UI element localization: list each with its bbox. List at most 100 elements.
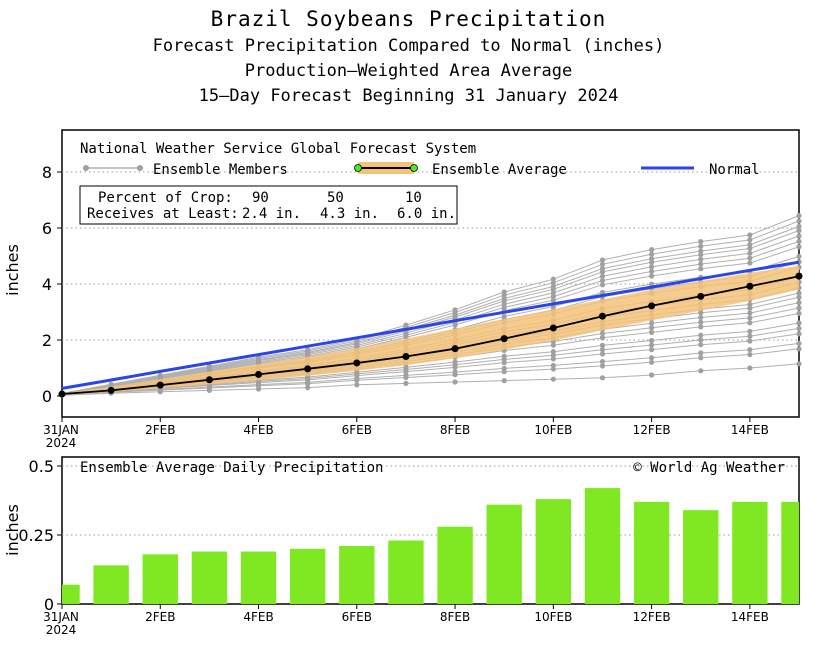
daily-x-tick-label: 10FEB: [534, 610, 572, 624]
ensemble-member-point: [403, 380, 409, 386]
ensemble-member-point: [305, 350, 311, 357]
legend-members-label: Ensemble Members: [153, 162, 288, 178]
ensemble-member-point: [649, 342, 655, 348]
ensemble-member-point: [747, 333, 753, 339]
ensemble-member-point: [747, 232, 753, 238]
ensemble-member-point: [796, 325, 802, 332]
cumulative-y-ticks: 0 2 4 6 8: [42, 163, 62, 406]
ensemble-member-point: [501, 298, 507, 304]
daily-precip-bar: [732, 501, 768, 604]
daily-precip-bar: [93, 565, 129, 604]
ensemble-member-point: [747, 328, 753, 334]
daily-precip-bar: [584, 488, 621, 604]
ensemble-member-point: [698, 368, 704, 374]
ensemble-member-point: [649, 273, 655, 279]
chart-subtitle-2: Production—Weighted Area Average: [244, 61, 573, 81]
daily-y-ticks: 0 0.25 0.5: [18, 457, 62, 614]
cumulative-x-ticks: 31JAN 2FEB 4FEB 6FEB 8FEB 10FEB 12FEB 14FEB 2024: [43, 417, 769, 450]
ensemble-member-line: [61, 327, 800, 396]
ensemble-member-point: [796, 290, 802, 296]
ensemble-average-point: [795, 272, 803, 280]
ensemble-member-point: [698, 261, 704, 267]
ensemble-member-point: [698, 310, 704, 316]
daily-precip-bar: [142, 554, 178, 604]
ensemble-member-point: [403, 372, 409, 378]
ensemble-member-point: [698, 342, 704, 348]
daily-gridlines: [62, 465, 799, 536]
daily-precip-bar: [62, 584, 80, 604]
ensemble-member-point: [796, 300, 802, 306]
ensemble-member-point: [796, 238, 802, 245]
ensemble-member-point: [698, 319, 704, 325]
ensemble-member-point: [550, 297, 556, 303]
cumulative-x-tick-label: 14FEB: [731, 423, 769, 437]
legend-ensemble-members: Ensemble Members: [83, 162, 288, 178]
ensemble-band: [62, 265, 799, 395]
ensemble-member-point: [501, 313, 507, 319]
cumulative-x-tick-label: 4FEB: [243, 423, 273, 437]
ensemble-member-point: [550, 362, 556, 369]
legend-members-dot: [137, 165, 143, 171]
ensemble-member-point: [796, 223, 802, 230]
ensemble-member-point: [747, 305, 753, 311]
daily-y-tick-label: 0.25: [18, 526, 54, 545]
cumulative-y-tick-label: 2: [42, 331, 52, 350]
crop-table-percent-90: 90: [252, 190, 269, 206]
ensemble-average-point: [451, 345, 459, 353]
copyright-notice: © World Ag Weather: [633, 460, 785, 476]
cumulative-x-tick-label: 8FEB: [440, 423, 470, 437]
ensemble-member-point: [403, 364, 409, 370]
normal-line-group: [61, 260, 800, 390]
ensemble-member-point: [599, 375, 606, 381]
daily-x-tick-label: 2FEB: [145, 610, 175, 624]
cumulative-x-tick-label: 10FEB: [534, 423, 572, 437]
ensemble-average-point: [500, 335, 508, 343]
ensemble-member-point: [599, 363, 606, 369]
ensemble-average-line: [61, 275, 800, 395]
cumulative-y-tick-label: 0: [42, 387, 52, 406]
ensemble-member-point: [698, 350, 704, 356]
ensemble-member-point: [796, 218, 802, 224]
ensemble-average-point: [648, 302, 656, 310]
ensemble-member-point: [599, 342, 606, 348]
ensemble-member-point: [550, 352, 556, 358]
ensemble-member-point: [649, 259, 655, 265]
crop-table-row1-label: Percent of Crop:: [98, 190, 233, 206]
ensemble-member-point: [747, 347, 753, 353]
ensemble-member-point: [305, 385, 311, 391]
chart-title: Brazil Soybeans Precipitation: [210, 7, 607, 31]
daily-x-tick-label: 14FEB: [731, 610, 769, 624]
ensemble-average-group: [58, 272, 803, 398]
ensemble-average-band: [62, 265, 799, 395]
ensemble-member-point: [550, 356, 556, 362]
legend-normal: Normal: [641, 162, 760, 178]
cumulative-y-tick-label: 4: [42, 275, 52, 294]
ensemble-member-point: [599, 261, 606, 267]
daily-precip-bar: [486, 504, 522, 604]
ensemble-member-point: [649, 320, 655, 326]
ensemble-member-point: [599, 282, 606, 288]
daily-precip-bar: [388, 540, 424, 604]
ensemble-member-point: [599, 269, 606, 275]
daily-precip-bar: [191, 551, 228, 604]
ensemble-member-point: [698, 266, 704, 272]
ensemble-average-point: [402, 353, 410, 361]
daily-precip-bar: [535, 499, 572, 604]
ensemble-member-point: [796, 244, 802, 250]
ensemble-average-point: [549, 324, 557, 332]
ensemble-member-point: [108, 381, 114, 387]
daily-x-tick-label: 31JAN: [43, 610, 79, 624]
crop-percent-table: Percent of Crop: 90 50 10 Receives at Le…: [79, 185, 458, 225]
crop-table-box: [79, 185, 458, 225]
daily-bars: [62, 488, 799, 604]
legend-members-dot: [83, 165, 89, 171]
cumulative-x-tick-label: 31JAN: [43, 423, 79, 437]
ensemble-member-point: [157, 372, 163, 378]
ensemble-member-point: [796, 361, 802, 367]
ensemble-member-point: [599, 289, 606, 296]
ensemble-member-line: [61, 333, 800, 396]
ensemble-member-point: [649, 268, 655, 275]
daily-x-ticks: 31JAN 2FEB 4FEB 6FEB 8FEB 10FEB 12FEB 14FEB 2024: [43, 604, 769, 637]
daily-y-axis-label: inches: [3, 504, 22, 556]
ensemble-average-point: [107, 386, 115, 394]
